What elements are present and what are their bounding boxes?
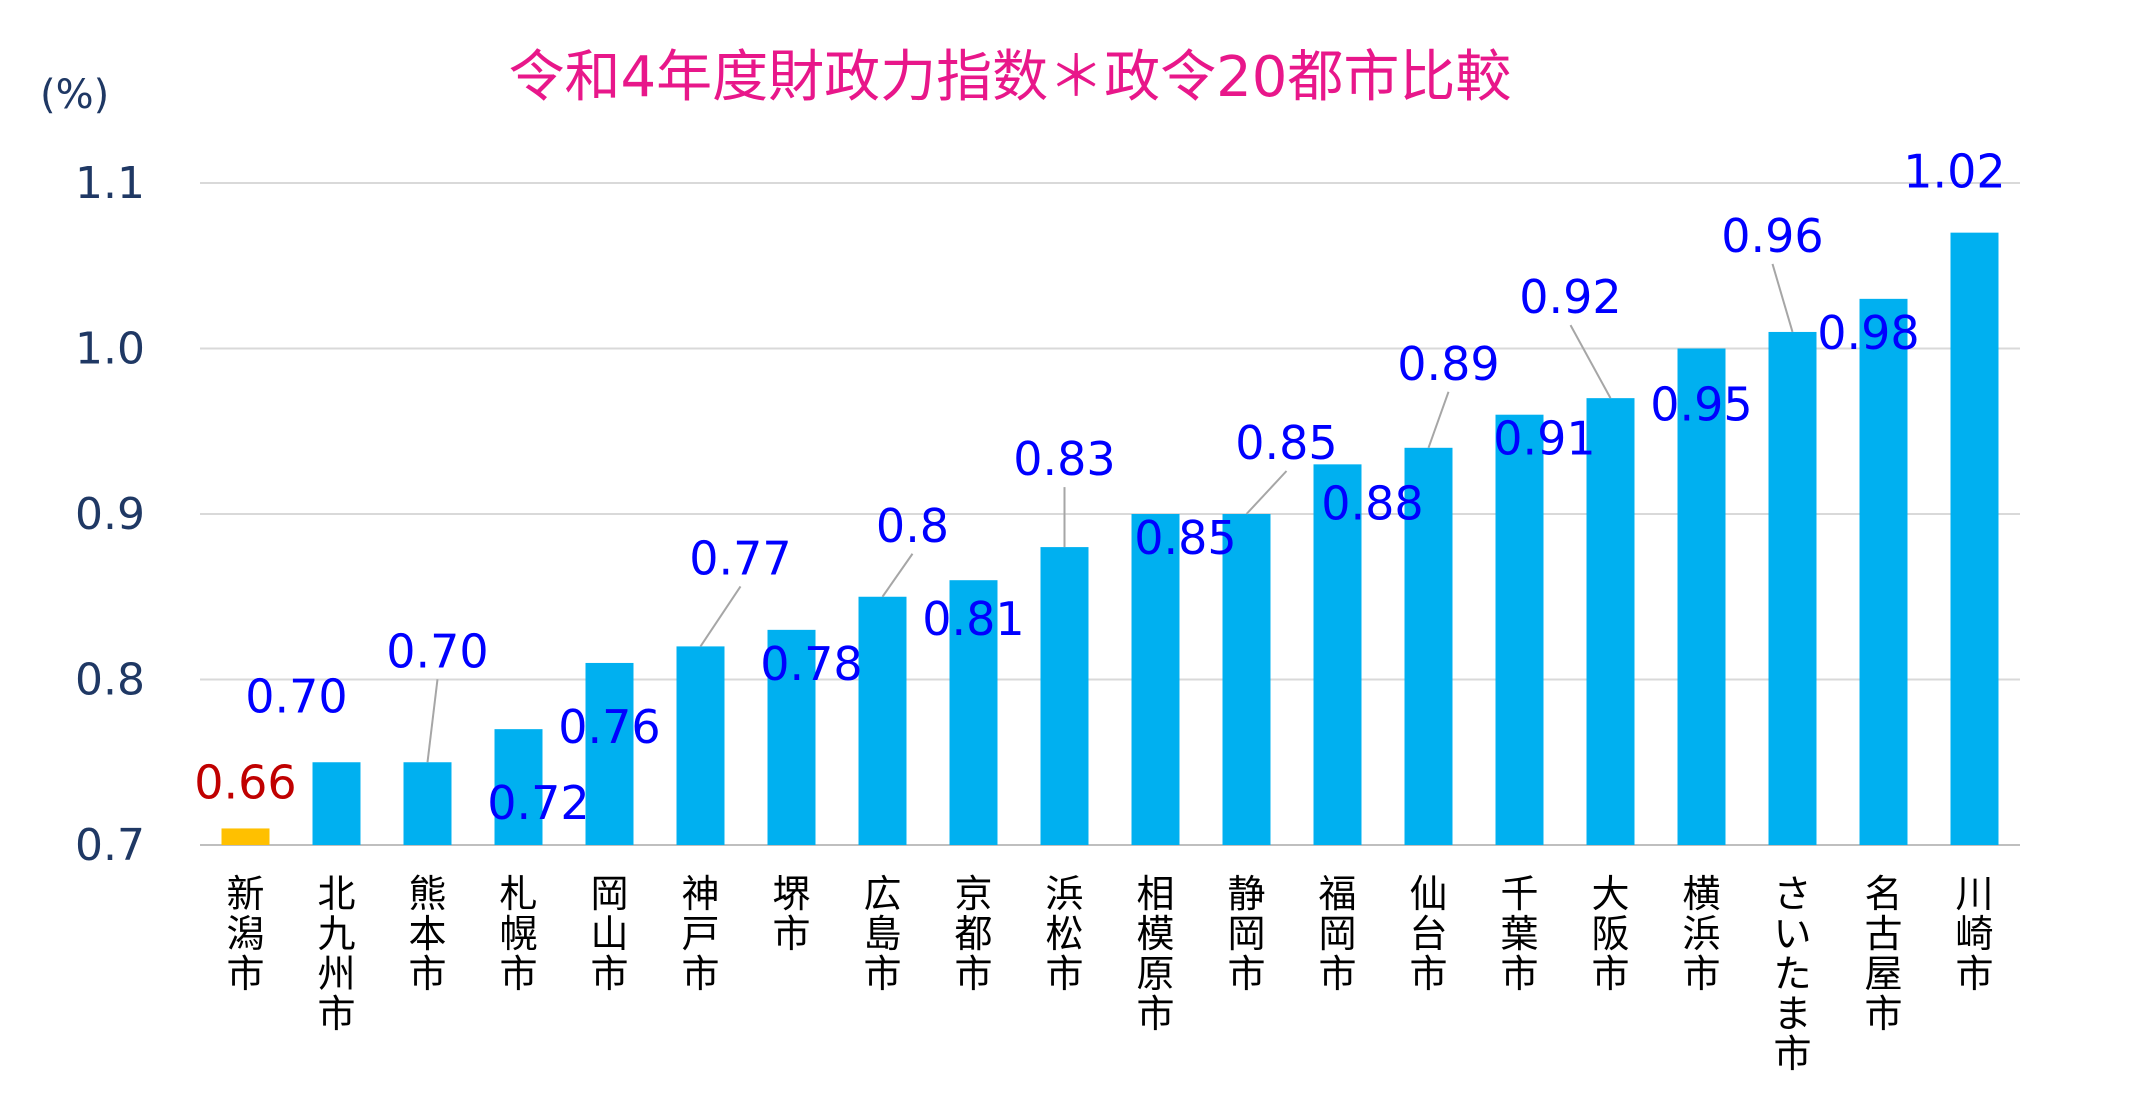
data-label: 0.89 — [1397, 337, 1499, 391]
bar-series — [221, 232, 1999, 846]
data-label: 0.85 — [1134, 511, 1236, 565]
data-label: 0.88 — [1321, 476, 1423, 530]
category-label: 広島市 — [863, 872, 901, 996]
data-label: 0.83 — [1013, 432, 1115, 486]
leader-line — [881, 553, 914, 598]
bar-横浜市 — [1677, 348, 1726, 845]
data-label: 0.96 — [1721, 209, 1823, 263]
category-label: 大阪市 — [1591, 872, 1629, 996]
gridlines — [200, 182, 2020, 846]
category-label: 千葉市 — [1500, 872, 1538, 996]
label-leader-lines — [426, 263, 1794, 763]
y-axis-tick-labels: 0.7 0.8 0.9 1.0 1.1 — [75, 158, 145, 871]
bar-神戸市 — [676, 646, 725, 845]
data-label: 0.78 — [760, 637, 862, 691]
category-label: 札幌市 — [499, 872, 537, 996]
y-tick-label: 0.8 — [75, 655, 145, 706]
category-label: 川崎市 — [1955, 872, 1993, 996]
category-label: 福岡市 — [1318, 872, 1356, 996]
category-label: 浜松市 — [1045, 872, 1083, 996]
bar-大阪市 — [1586, 398, 1635, 845]
data-label: 0.81 — [922, 592, 1024, 646]
leader-line — [1569, 324, 1612, 399]
category-label: 横浜市 — [1682, 872, 1720, 996]
bar-仙台市 — [1404, 447, 1453, 845]
bar-新潟市 — [221, 828, 270, 845]
bar-静岡市 — [1222, 514, 1271, 845]
bar-相模原市 — [1131, 514, 1180, 845]
data-label: 0.95 — [1650, 378, 1752, 432]
bar-札幌市 — [494, 729, 543, 845]
data-label: 0.91 — [1493, 412, 1595, 466]
category-label: 岡山市 — [590, 872, 628, 996]
category-label: さいたま市 — [1773, 872, 1811, 1076]
data-label: 0.85 — [1235, 416, 1337, 470]
bar-熊本市 — [403, 762, 452, 845]
y-tick-label: 1.0 — [75, 324, 145, 375]
leader-line — [699, 585, 742, 647]
category-label: 静岡市 — [1227, 872, 1265, 996]
y-axis-unit-label: (%) — [40, 72, 109, 118]
data-label: 0.92 — [1519, 270, 1621, 324]
leader-line — [426, 679, 439, 763]
leader-line — [1427, 391, 1450, 449]
data-label: 0.98 — [1817, 306, 1919, 360]
category-label: 京都市 — [954, 872, 992, 996]
data-label: 0.8 — [876, 499, 949, 553]
category-label: 堺市 — [772, 872, 810, 956]
x-axis-category-labels: 新潟市 北九州市 熊本市 札幌市 岡山市 神戸市 堺市 広島市 京都市 浜松市 相模原市 静岡市 福岡市… — [226, 872, 1993, 1076]
bar-名古屋市 — [1859, 298, 1908, 846]
category-label: 神戸市 — [681, 872, 719, 996]
leader-line — [1245, 470, 1288, 515]
bar-浜松市 — [1040, 547, 1089, 845]
chart-title: 令和4年度財政力指数＊政令20都市比較 — [509, 45, 1512, 110]
category-label: 仙台市 — [1409, 872, 1447, 996]
category-label: 熊本市 — [408, 872, 446, 996]
bar-広島市 — [858, 596, 907, 845]
data-label: 0.72 — [487, 776, 589, 830]
y-tick-label: 0.9 — [75, 489, 145, 540]
category-label: 相模原市 — [1136, 872, 1174, 1036]
bar-千葉市 — [1495, 414, 1544, 845]
y-tick-label: 1.1 — [75, 158, 145, 209]
bar-さいたま市 — [1768, 331, 1817, 845]
data-label: 0.70 — [245, 669, 347, 723]
bar-岡山市 — [585, 662, 634, 845]
data-labels: 0.66 0.70 0.70 0.72 0.76 0.77 0.78 0.8 0.81 0.83 0… — [194, 145, 2005, 831]
category-label: 名古屋市 — [1864, 872, 1902, 1036]
bar-北九州市 — [312, 762, 361, 845]
bar-堺市 — [767, 629, 816, 845]
category-label: 新潟市 — [226, 872, 264, 996]
data-label: 0.77 — [689, 531, 791, 585]
y-tick-label: 0.7 — [75, 820, 145, 871]
bar-福岡市 — [1313, 464, 1362, 845]
leader-line — [1771, 263, 1794, 333]
data-label: 0.76 — [558, 700, 660, 754]
category-label: 北九州市 — [317, 872, 355, 1036]
data-label: 0.66 — [194, 755, 296, 809]
data-label: 1.02 — [1903, 145, 2005, 199]
data-label: 0.70 — [386, 624, 488, 678]
bar-京都市 — [949, 580, 998, 845]
bar-川崎市 — [1950, 232, 1999, 845]
